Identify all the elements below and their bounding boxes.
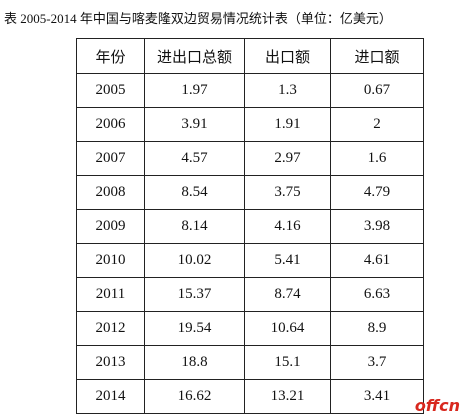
table-cell: 1.91 xyxy=(244,107,331,142)
table-cell: 6.63 xyxy=(330,277,424,312)
table-cell: 15.37 xyxy=(144,277,245,312)
table-row: 2008 8.54 3.75 4.79 xyxy=(76,175,424,210)
table-cell: 2.97 xyxy=(244,141,331,176)
table-cell: 2006 xyxy=(76,107,145,142)
table-cell: 10.64 xyxy=(244,311,331,346)
table-cell: 8.74 xyxy=(244,277,331,312)
table-row: 2013 18.8 15.1 3.7 xyxy=(76,345,424,380)
table-cell: 4.57 xyxy=(144,141,245,176)
table-cell: 18.8 xyxy=(144,345,245,380)
table-cell: 2005 xyxy=(76,73,145,108)
table-row: 2005 1.97 1.3 0.67 xyxy=(76,73,424,108)
table-row: 2006 3.91 1.91 2 xyxy=(76,107,424,142)
table-cell: 5.41 xyxy=(244,243,331,278)
table-cell: 2008 xyxy=(76,175,145,210)
table-cell: 0.67 xyxy=(330,73,424,108)
column-header: 出口额 xyxy=(244,38,331,74)
table-cell: 15.1 xyxy=(244,345,331,380)
table-cell: 2009 xyxy=(76,209,145,244)
table-cell: 2013 xyxy=(76,345,145,380)
table-cell: 3.98 xyxy=(330,209,424,244)
table-cell: 3.75 xyxy=(244,175,331,210)
column-header: 进口额 xyxy=(330,38,424,74)
table-cell: 1.97 xyxy=(144,73,245,108)
table-row: 2009 8.14 4.16 3.98 xyxy=(76,209,424,244)
table-cell: 13.21 xyxy=(244,379,331,414)
table-cell: 4.16 xyxy=(244,209,331,244)
table-cell: 2014 xyxy=(76,379,145,414)
watermark: offcn xyxy=(414,396,460,415)
table-cell: 2010 xyxy=(76,243,145,278)
table-cell: 3.91 xyxy=(144,107,245,142)
table-cell: 8.14 xyxy=(144,209,245,244)
table-cell: 2012 xyxy=(76,311,145,346)
table-body: 2005 1.97 1.3 0.67 2006 3.91 1.91 2 2007 4.57 2.97… xyxy=(76,73,424,414)
table-row: 2012 19.54 10.64 8.9 xyxy=(76,311,424,346)
table-title: 表 2005-2014 年中国与喀麦隆双边贸易情况统计表（单位：亿美元） xyxy=(4,11,392,26)
table-cell: 16.62 xyxy=(144,379,245,414)
table-row: 2007 4.57 2.97 1.6 xyxy=(76,141,424,176)
table-cell: 2011 xyxy=(76,277,145,312)
header-row: 年份 进出口总额 出口额 进口额 xyxy=(76,38,424,74)
table-cell: 1.3 xyxy=(244,73,331,108)
column-header: 进出口总额 xyxy=(144,38,245,74)
table-cell: 2 xyxy=(330,107,424,142)
table-row: 2011 15.37 8.74 6.63 xyxy=(76,277,424,312)
table-row: 2014 16.62 13.21 3.41 xyxy=(76,379,424,414)
table-cell: 4.61 xyxy=(330,243,424,278)
table-cell: 1.6 xyxy=(330,141,424,176)
data-table: 年份 进出口总额 出口额 进口额 2005 1.97 1.3 0.67 2006 3.91 1.9… xyxy=(76,38,424,414)
table-cell: 10.02 xyxy=(144,243,245,278)
table-cell: 8.9 xyxy=(330,311,424,346)
table-cell: 3.41 xyxy=(330,379,424,414)
table-cell: 8.54 xyxy=(144,175,245,210)
table-cell: 2007 xyxy=(76,141,145,176)
table-cell: 4.79 xyxy=(330,175,424,210)
table-row: 2010 10.02 5.41 4.61 xyxy=(76,243,424,278)
column-header: 年份 xyxy=(76,38,145,74)
table-cell: 3.7 xyxy=(330,345,424,380)
table-cell: 19.54 xyxy=(144,311,245,346)
